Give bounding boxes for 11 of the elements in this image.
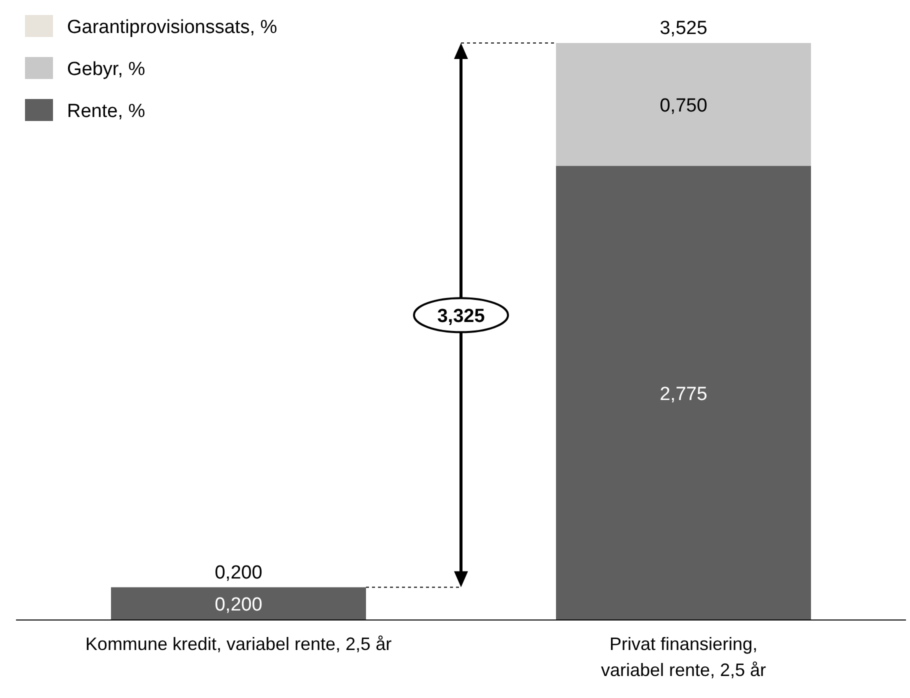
x-tick-label: Privat finansiering, variabel rente, 2,5 år <box>600 634 766 680</box>
total-label: 3,525 <box>660 18 708 39</box>
total-label: 0,200 <box>214 562 262 584</box>
data-label: 2,775 <box>660 384 708 405</box>
legend-label: Garantiprovisionssats, % <box>67 17 278 38</box>
data-label: 0,750 <box>660 95 708 116</box>
x-tick-label: Kommune kredit, variabel rente, 2,5 år <box>85 634 392 654</box>
annotation: 3,325 <box>437 306 486 328</box>
data-label: 0,200 <box>214 594 262 616</box>
legend-label: Rente, % <box>67 101 146 122</box>
legend-label: Gebyr, % <box>67 59 146 80</box>
